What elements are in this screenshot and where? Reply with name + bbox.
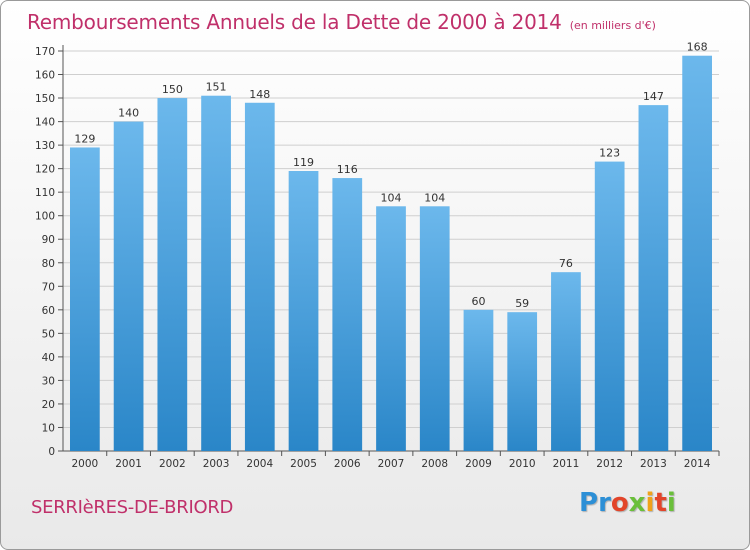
- logo-letter: r: [598, 488, 611, 518]
- x-tick-label: 2000: [71, 458, 98, 470]
- y-tick-label: 50: [42, 328, 55, 340]
- chart-unit-note: (en milliers d'€): [569, 19, 656, 32]
- x-tick-label: 2010: [509, 458, 536, 470]
- y-tick-label: 10: [42, 422, 55, 434]
- logo-letter: P: [579, 488, 599, 518]
- x-tick-label: 2001: [115, 458, 142, 470]
- y-tick-label: 20: [42, 399, 55, 411]
- bar-value-label: 150: [162, 83, 183, 96]
- logo-letter: x: [628, 488, 646, 518]
- x-tick-label: 2003: [203, 458, 230, 470]
- bar-value-label: 123: [599, 147, 620, 160]
- y-tick-label: 120: [35, 164, 55, 176]
- y-tick-label: 80: [42, 258, 55, 270]
- bar-2012: [594, 161, 625, 451]
- bar-2009: [463, 309, 494, 451]
- bar-2004: [244, 102, 275, 451]
- y-tick-label: 0: [48, 446, 55, 458]
- x-tick-label: 2005: [290, 458, 317, 470]
- y-tick-label: 90: [42, 234, 55, 246]
- bar-value-label: 59: [515, 297, 529, 310]
- y-tick-label: 140: [35, 117, 55, 129]
- y-tick-label: 150: [35, 93, 55, 105]
- bar-value-label: 148: [249, 88, 270, 101]
- bar-value-label: 60: [471, 295, 485, 308]
- bar-value-label: 119: [293, 156, 314, 169]
- labels: 0 10 20 30 40 50 60 70 80 90 100 110 120 130 140 150 160…: [35, 41, 711, 470]
- bar-value-label: 168: [687, 41, 708, 54]
- logo-letter: i: [645, 488, 655, 518]
- bar-2003: [201, 95, 231, 452]
- bar-2002: [157, 98, 188, 451]
- logo-letter: t: [654, 488, 667, 518]
- x-tick-label: 2006: [334, 458, 361, 470]
- bars: [69, 55, 713, 452]
- bar-2010: [507, 312, 538, 451]
- bar-value-label: 140: [118, 107, 139, 120]
- bar-2000: [69, 147, 100, 451]
- bar-2007: [376, 206, 406, 451]
- x-tick-label: 2004: [246, 458, 273, 470]
- logo-letter: o: [610, 488, 629, 518]
- bar-value-label: 129: [74, 132, 95, 145]
- bar-2013: [638, 105, 669, 451]
- bar-value-label: 116: [337, 163, 358, 176]
- y-tick-label: 70: [42, 281, 55, 293]
- y-tick-label: 170: [35, 46, 55, 58]
- y-tick-label: 60: [42, 305, 55, 317]
- bar-value-label: 104: [424, 191, 445, 204]
- bar-2006: [332, 178, 363, 451]
- chart-title: Remboursements Annuels de la Dette de 20…: [27, 10, 656, 34]
- bar-2014: [682, 55, 713, 452]
- y-tick-label: 100: [35, 211, 55, 223]
- x-tick-label: 2011: [553, 458, 580, 470]
- x-tick-label: 2009: [465, 458, 492, 470]
- x-tick-label: 2002: [159, 458, 186, 470]
- bar-2001: [113, 121, 144, 452]
- y-tick-label: 40: [42, 352, 55, 364]
- x-tick-label: 2012: [596, 458, 623, 470]
- chart-title-main: Remboursements Annuels de la Dette de 20…: [27, 10, 562, 34]
- city-name: SERRIèRES-DE-BRIORD: [31, 497, 234, 518]
- bar-2008: [419, 206, 450, 451]
- y-tick-label: 30: [42, 375, 55, 387]
- x-tick-label: 2008: [421, 458, 448, 470]
- y-tick-label: 160: [35, 70, 55, 82]
- x-tick-label: 2014: [684, 458, 711, 470]
- bar-2011: [551, 272, 581, 451]
- bar-value-label: 147: [643, 90, 664, 103]
- x-tick-label: 2007: [378, 458, 405, 470]
- bar-value-label: 104: [381, 191, 402, 204]
- bar-value-label: 76: [559, 257, 573, 270]
- x-tick-label: 2013: [640, 458, 667, 470]
- bar-value-label: 151: [206, 81, 227, 94]
- proxiti-logo: Proxiti: [579, 488, 676, 518]
- y-tick-label: 130: [35, 140, 55, 152]
- logo-letter: i: [666, 488, 676, 518]
- bar-2005: [288, 171, 319, 451]
- y-tick-label: 110: [35, 187, 55, 199]
